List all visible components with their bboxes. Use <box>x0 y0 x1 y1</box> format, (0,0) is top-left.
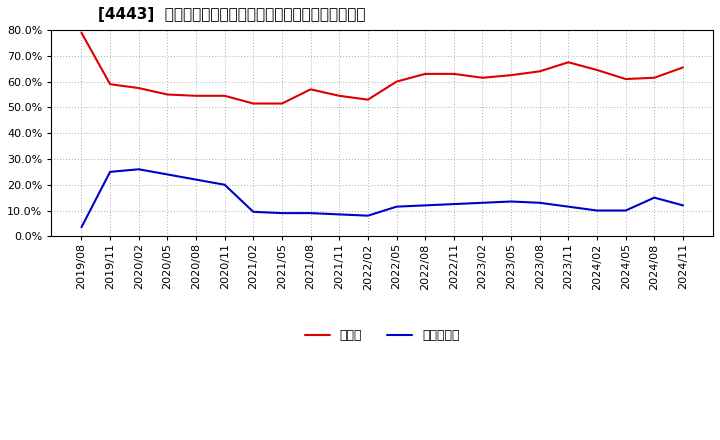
有利子負債 <box>77 225 86 230</box>
現預金 <box>306 87 315 92</box>
現預金 <box>135 85 143 91</box>
有利子負債 <box>679 203 688 208</box>
現預金 <box>564 60 572 65</box>
有利子負債 <box>106 169 114 175</box>
現預金 <box>163 92 171 97</box>
現預金 <box>278 101 287 106</box>
有利子負債 <box>564 204 572 209</box>
現預金 <box>192 93 200 99</box>
現預金 <box>421 71 430 77</box>
現預金 <box>478 75 487 81</box>
有利子負債 <box>421 203 430 208</box>
有利子負債 <box>507 199 516 204</box>
現預金 <box>679 65 688 70</box>
Text: [4443]  現預金、有利子負債の総資産に対する比率の推移: [4443] 現預金、有利子負債の総資産に対する比率の推移 <box>98 7 365 22</box>
有利子負債 <box>449 202 458 207</box>
Line: 現預金: 現預金 <box>81 33 683 103</box>
有利子負債 <box>163 172 171 177</box>
有利子負債 <box>650 195 659 200</box>
有利子負債 <box>364 213 372 218</box>
現預金 <box>106 81 114 87</box>
現預金 <box>335 93 343 99</box>
現預金 <box>449 71 458 77</box>
Line: 有利子負債: 有利子負債 <box>81 169 683 227</box>
有利子負債 <box>478 200 487 205</box>
有利子負債 <box>220 182 229 187</box>
現預金 <box>536 69 544 74</box>
現預金 <box>392 79 401 84</box>
現預金 <box>621 77 630 82</box>
現預金 <box>77 30 86 35</box>
有利子負債 <box>392 204 401 209</box>
有利子負債 <box>335 212 343 217</box>
現預金 <box>650 75 659 81</box>
有利子負債 <box>135 167 143 172</box>
有利子負債 <box>278 210 287 216</box>
現預金 <box>593 67 601 73</box>
現預金 <box>507 73 516 78</box>
有利子負債 <box>249 209 258 214</box>
現預金 <box>364 97 372 103</box>
Legend: 現預金, 有利子負債: 現預金, 有利子負債 <box>305 329 459 342</box>
有利子負債 <box>192 177 200 182</box>
現預金 <box>220 93 229 99</box>
有利子負債 <box>536 200 544 205</box>
有利子負債 <box>621 208 630 213</box>
有利子負債 <box>593 208 601 213</box>
現預金 <box>249 101 258 106</box>
有利子負債 <box>306 210 315 216</box>
